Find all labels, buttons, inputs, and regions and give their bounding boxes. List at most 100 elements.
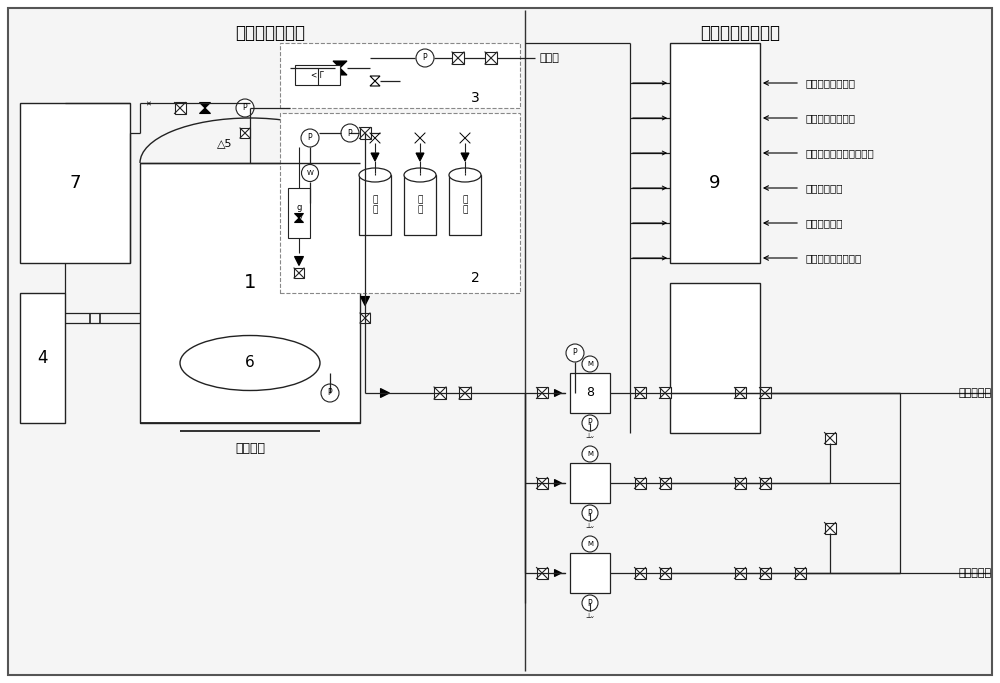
Circle shape <box>236 99 254 117</box>
Bar <box>570 463 610 503</box>
Bar <box>434 387 446 399</box>
Text: 7: 7 <box>69 174 81 192</box>
Bar <box>240 128 250 138</box>
Text: 给水流量信号: 给水流量信号 <box>805 183 842 193</box>
Circle shape <box>566 344 584 362</box>
Text: 富氧水制取系统: 富氧水制取系统 <box>235 24 305 42</box>
Bar <box>734 568 746 579</box>
Circle shape <box>582 536 598 552</box>
Text: ⊥ᵥ: ⊥ᵥ <box>586 613 594 619</box>
Bar <box>359 175 391 235</box>
Text: P: P <box>588 419 592 428</box>
Bar <box>20 103 130 263</box>
Bar <box>660 477 670 488</box>
Text: 氧
瓶: 氧 瓶 <box>417 195 423 214</box>
Text: P: P <box>588 509 592 518</box>
Bar <box>452 52 464 64</box>
Bar <box>280 113 520 293</box>
Text: 支撑底座: 支撑底座 <box>235 441 265 454</box>
Text: 6: 6 <box>245 355 255 370</box>
Circle shape <box>341 124 359 142</box>
Polygon shape <box>360 296 370 305</box>
Text: 高加疏水溶氧信号: 高加疏水溶氧信号 <box>805 78 855 88</box>
Polygon shape <box>554 479 562 486</box>
Text: 1: 1 <box>244 273 256 292</box>
Text: 高加疏水流量信号: 高加疏水流量信号 <box>805 113 855 123</box>
Polygon shape <box>554 389 562 397</box>
Text: P: P <box>573 348 577 357</box>
Text: 8: 8 <box>586 387 594 400</box>
Text: 氧
瓶: 氧 瓶 <box>462 195 468 214</box>
Bar <box>280 43 520 108</box>
Bar <box>660 387 670 398</box>
Circle shape <box>582 415 598 431</box>
Polygon shape <box>333 68 347 75</box>
Bar <box>536 477 548 488</box>
Polygon shape <box>333 61 347 68</box>
Bar <box>734 477 746 488</box>
Ellipse shape <box>449 168 481 182</box>
Bar <box>760 387 770 398</box>
Ellipse shape <box>359 168 391 182</box>
Circle shape <box>582 356 598 372</box>
Bar <box>175 102 186 113</box>
Text: 2: 2 <box>471 271 479 285</box>
Polygon shape <box>370 76 380 81</box>
Bar <box>360 313 370 323</box>
Text: P: P <box>588 598 592 607</box>
Polygon shape <box>294 257 304 266</box>
Text: ✕: ✕ <box>145 102 151 108</box>
Polygon shape <box>416 153 424 161</box>
Bar <box>360 128 370 139</box>
Text: M: M <box>587 451 593 457</box>
Text: ⊥ᵥ: ⊥ᵥ <box>586 523 594 529</box>
Bar <box>536 387 548 398</box>
Text: M: M <box>587 361 593 367</box>
Text: ⊥ᵥ: ⊥ᵥ <box>586 433 594 439</box>
Text: M: M <box>587 541 593 547</box>
Bar <box>288 188 310 238</box>
Bar <box>570 373 610 413</box>
Bar <box>140 163 360 423</box>
Text: 4: 4 <box>37 349 48 367</box>
Bar <box>670 283 760 433</box>
Text: P: P <box>423 53 427 63</box>
Polygon shape <box>371 153 379 161</box>
Circle shape <box>582 595 598 611</box>
Text: W: W <box>307 170 313 176</box>
Text: 9: 9 <box>709 174 721 192</box>
Bar <box>295 65 340 85</box>
Bar <box>294 268 304 278</box>
Polygon shape <box>461 153 469 161</box>
Text: 3: 3 <box>471 91 479 105</box>
Text: P: P <box>348 128 352 137</box>
Bar <box>449 175 481 235</box>
Circle shape <box>582 505 598 521</box>
Bar <box>760 477 770 488</box>
Bar <box>660 568 670 579</box>
Bar <box>20 293 65 423</box>
Circle shape <box>302 165 318 182</box>
Text: 加药自动控制系统: 加药自动控制系统 <box>700 24 780 42</box>
Polygon shape <box>200 102 210 108</box>
Text: P: P <box>328 389 332 398</box>
Polygon shape <box>200 108 210 113</box>
Bar <box>635 568 646 579</box>
Bar <box>794 568 806 579</box>
Text: 给水泵入口: 给水泵入口 <box>959 568 992 578</box>
Bar <box>536 568 548 579</box>
Ellipse shape <box>180 335 320 391</box>
Polygon shape <box>294 214 304 218</box>
Text: 氧
瓶: 氧 瓶 <box>372 195 378 214</box>
Polygon shape <box>370 81 380 86</box>
Text: P: P <box>308 133 312 143</box>
Circle shape <box>582 446 598 462</box>
Text: 给水溶氧信号: 给水溶氧信号 <box>805 218 842 228</box>
Text: △5: △5 <box>217 138 233 148</box>
Text: P: P <box>243 104 247 113</box>
Bar <box>635 387 646 398</box>
Polygon shape <box>294 218 304 223</box>
Text: 高加疏水氧化还原电位值: 高加疏水氧化还原电位值 <box>805 148 874 158</box>
Text: 高加蒸汽侧: 高加蒸汽侧 <box>959 388 992 398</box>
Text: 给水氧化还原电位值: 给水氧化还原电位值 <box>805 253 861 263</box>
